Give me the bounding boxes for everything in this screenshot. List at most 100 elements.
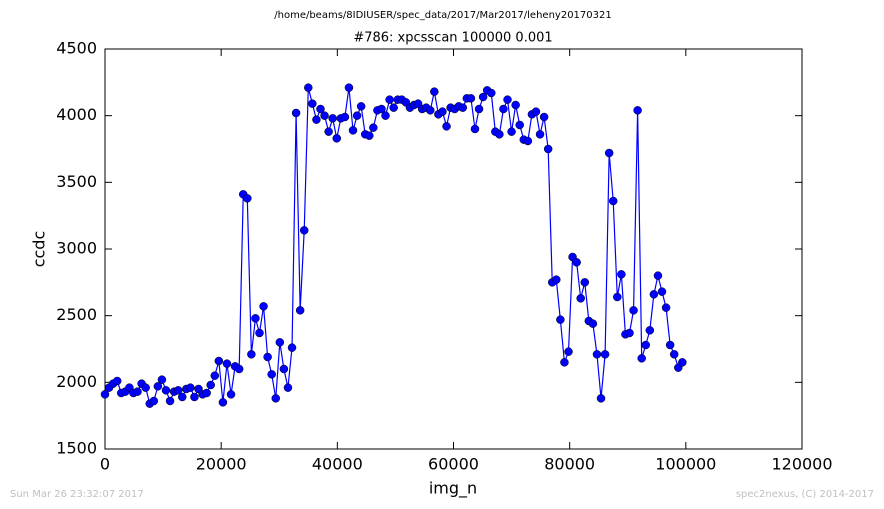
data-point xyxy=(678,358,687,367)
x-tick-label: 120000 xyxy=(771,455,832,474)
data-point xyxy=(259,302,268,311)
data-point xyxy=(263,352,272,362)
data-point xyxy=(572,258,581,267)
data-point xyxy=(165,396,175,406)
data-point xyxy=(645,326,655,335)
data-point xyxy=(279,364,289,374)
data-point xyxy=(531,107,541,116)
data-point xyxy=(389,103,398,112)
y-axis-label: ccdc xyxy=(30,231,49,268)
x-tick-label: 40000 xyxy=(312,455,363,474)
data-point xyxy=(442,122,451,131)
data-point xyxy=(657,287,667,296)
data-point xyxy=(629,306,638,315)
data-point xyxy=(576,294,585,303)
data-point xyxy=(283,383,293,392)
data-point xyxy=(271,394,281,403)
data-point xyxy=(332,134,342,143)
data-point xyxy=(133,387,142,396)
data-point xyxy=(641,340,651,350)
data-point xyxy=(503,95,512,104)
data-point xyxy=(438,107,447,116)
footer-left: Sun Mar 26 23:32:07 2017 xyxy=(10,489,144,500)
data-point xyxy=(186,383,195,392)
y-tick-label: 3500 xyxy=(56,172,97,191)
data-point xyxy=(365,131,374,140)
data-point xyxy=(604,148,614,158)
data-point xyxy=(275,338,285,347)
data-point xyxy=(617,270,626,279)
data-point xyxy=(385,95,394,104)
data-point xyxy=(356,102,366,111)
y-tick-label: 4000 xyxy=(56,105,97,124)
data-point xyxy=(226,390,236,399)
data-point xyxy=(588,319,598,328)
y-tick-label: 2000 xyxy=(56,372,97,391)
footer-right: spec2nexus, (C) 2014-2017 xyxy=(736,489,874,500)
data-point xyxy=(234,364,244,374)
data-point xyxy=(523,136,533,146)
data-point xyxy=(661,303,671,312)
data-point xyxy=(637,354,646,363)
y-tick-label: 4500 xyxy=(56,39,97,58)
y-tick-label: 1500 xyxy=(56,439,97,458)
data-point xyxy=(515,120,524,130)
data-point xyxy=(466,94,476,103)
data-point xyxy=(499,104,508,114)
data-point xyxy=(633,106,642,115)
data-point xyxy=(312,115,321,124)
data-point xyxy=(556,315,565,324)
data-point xyxy=(669,350,679,359)
data-point xyxy=(214,356,224,366)
data-point xyxy=(665,340,675,350)
data-point xyxy=(458,103,468,112)
data-point xyxy=(430,87,439,96)
chart-title: /home/beams/8IDIUSER/spec_data/2017/Mar2… xyxy=(274,10,611,21)
x-tick-label: 0 xyxy=(100,455,110,474)
data-point xyxy=(348,126,358,135)
y-tick-label: 2500 xyxy=(56,305,97,324)
data-point xyxy=(535,130,545,139)
data-point xyxy=(308,99,317,108)
data-point xyxy=(173,386,183,395)
data-point xyxy=(377,104,386,114)
data-point xyxy=(291,108,301,118)
data-point xyxy=(507,127,516,136)
data-point xyxy=(495,130,504,139)
data-point xyxy=(592,350,602,359)
data-point xyxy=(608,196,618,206)
x-tick-label: 60000 xyxy=(428,455,479,474)
data-point xyxy=(487,88,496,98)
data-point xyxy=(161,386,171,395)
chart-subtitle: #786: xpcsscan 100000 0.001 xyxy=(353,31,552,46)
data-point xyxy=(613,292,622,302)
data-point xyxy=(190,392,199,402)
data-point xyxy=(267,370,276,379)
data-point xyxy=(149,396,159,406)
x-tick-label: 100000 xyxy=(655,455,716,474)
data-point xyxy=(344,83,354,92)
data-point xyxy=(470,124,480,134)
data-point xyxy=(560,358,569,367)
data-point xyxy=(112,376,122,386)
data-point xyxy=(299,226,309,235)
y-tick-label: 3000 xyxy=(56,239,97,258)
data-point xyxy=(426,106,435,115)
data-point xyxy=(478,92,488,102)
data-point xyxy=(552,275,561,284)
data-point xyxy=(320,111,329,120)
data-point xyxy=(324,127,333,136)
data-point xyxy=(564,347,573,356)
data-point xyxy=(369,123,378,132)
x-tick-label: 80000 xyxy=(544,455,595,474)
data-point xyxy=(247,350,256,359)
data-point xyxy=(243,194,252,203)
data-point xyxy=(178,392,187,402)
data-point xyxy=(251,314,260,323)
data-point xyxy=(304,83,313,92)
data-point xyxy=(352,111,362,120)
data-point xyxy=(295,306,305,315)
data-point xyxy=(141,383,150,392)
data-point xyxy=(381,111,390,120)
